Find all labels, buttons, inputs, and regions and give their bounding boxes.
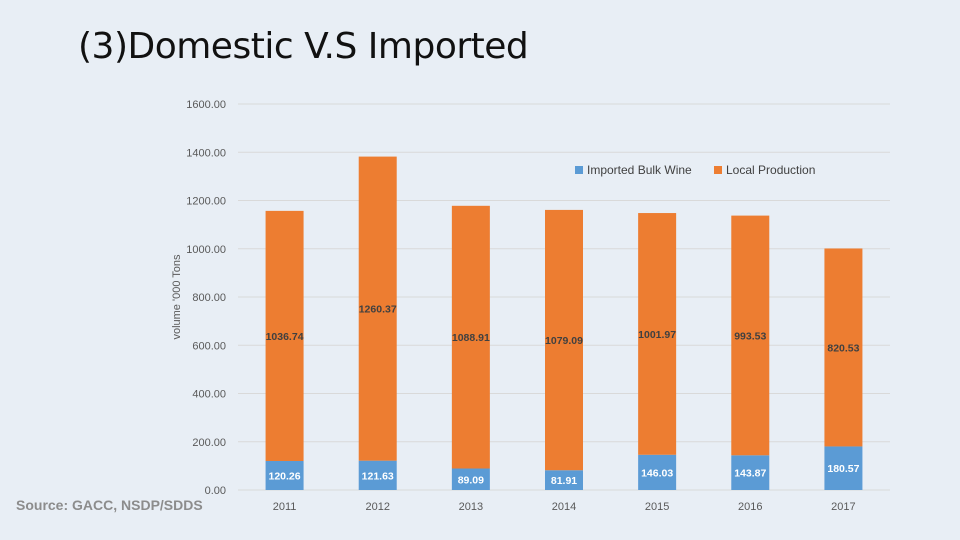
bar-imported bbox=[265, 460, 304, 490]
legend: Imported Bulk Wine Local Production bbox=[575, 163, 815, 177]
x-tick-label: 2013 bbox=[459, 501, 483, 513]
y-tick-label: 200.00 bbox=[192, 437, 226, 449]
bars: 120.26 1036.74 121.63 1260.37 89.09 1088.91 81… bbox=[265, 156, 863, 490]
data-label-imported: 180.57 bbox=[827, 463, 859, 475]
bar-local bbox=[638, 213, 677, 455]
y-tick-label: 1600.00 bbox=[186, 99, 226, 111]
data-label-imported: 143.87 bbox=[734, 468, 766, 480]
data-label-local: 1088.91 bbox=[452, 332, 490, 344]
y-tick-label: 400.00 bbox=[192, 389, 226, 401]
y-tick-label: 1400.00 bbox=[186, 147, 226, 159]
bar-imported bbox=[638, 454, 677, 490]
y-tick-label: 0.00 bbox=[205, 485, 226, 497]
y-axis-label: volume '000 Tons bbox=[171, 254, 183, 340]
data-label-local: 820.53 bbox=[827, 342, 859, 354]
slide-title: (3)Domestic V.S Imported bbox=[78, 26, 529, 67]
bar-imported bbox=[358, 460, 397, 490]
y-axis-ticks: 0.00 200.00 400.00 600.00 800.00 1000.00 1200.… bbox=[186, 99, 226, 497]
data-label-local: 1260.37 bbox=[359, 304, 397, 316]
source-note: Source: GACC, NSDP/SDDS bbox=[16, 497, 203, 513]
x-tick-label: 2011 bbox=[273, 501, 297, 513]
x-tick-label: 2017 bbox=[831, 501, 855, 513]
bar-imported bbox=[731, 455, 770, 490]
data-label-imported: 89.09 bbox=[458, 474, 484, 486]
legend-label-local: Local Production bbox=[726, 163, 815, 177]
y-tick-label: 1200.00 bbox=[186, 196, 226, 208]
data-label-local: 1036.74 bbox=[266, 331, 304, 343]
legend-swatch-imported bbox=[575, 166, 583, 174]
y-tick-label: 600.00 bbox=[192, 340, 226, 352]
data-label-local: 1001.97 bbox=[638, 329, 676, 341]
bar-local bbox=[545, 209, 583, 471]
bar-local bbox=[358, 156, 397, 461]
x-axis-ticks: 2011 2012 2013 2014 2015 2016 2017 bbox=[273, 501, 856, 513]
bar-local bbox=[731, 215, 770, 456]
x-tick-label: 2015 bbox=[645, 501, 669, 513]
bar-local bbox=[824, 248, 863, 447]
data-label-imported: 121.63 bbox=[362, 470, 394, 482]
y-tick-label: 800.00 bbox=[192, 292, 226, 304]
bar-imported bbox=[451, 468, 490, 490]
data-label-imported: 146.03 bbox=[641, 467, 673, 479]
x-tick-label: 2012 bbox=[365, 501, 389, 513]
data-label-imported: 81.91 bbox=[551, 475, 577, 487]
bar-local bbox=[265, 210, 304, 461]
data-label-imported: 120.26 bbox=[269, 470, 301, 482]
x-tick-label: 2016 bbox=[738, 501, 762, 513]
x-tick-label: 2014 bbox=[552, 501, 576, 513]
y-tick-label: 1000.00 bbox=[186, 244, 226, 256]
data-label-local: 1079.09 bbox=[545, 335, 583, 347]
bar-local bbox=[451, 205, 490, 469]
data-label-local: 993.53 bbox=[734, 330, 766, 342]
bar-imported bbox=[545, 470, 583, 490]
legend-label-imported: Imported Bulk Wine bbox=[587, 163, 692, 177]
bar-imported bbox=[824, 446, 863, 490]
legend-swatch-local bbox=[714, 166, 722, 174]
